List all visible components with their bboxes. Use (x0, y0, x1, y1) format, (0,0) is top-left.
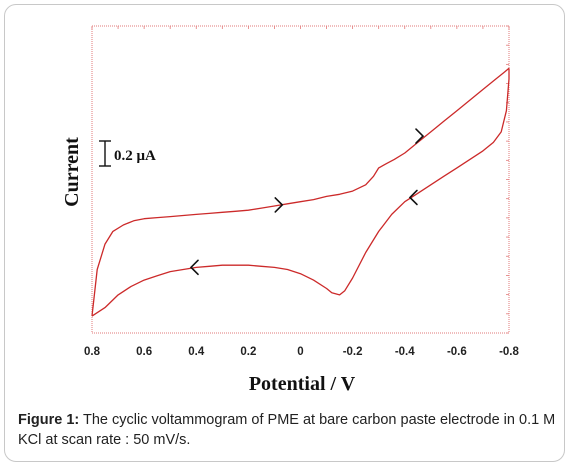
x-tick-label: -0.2 (343, 346, 363, 358)
figure-frame (4, 4, 565, 462)
caption-label: Figure 1: (18, 412, 80, 428)
x-tick-label: -0.8 (499, 346, 519, 358)
direction-arrows (189, 128, 425, 276)
figure-caption: Figure 1: The cyclic voltammogram of PME… (18, 410, 558, 450)
caption-text: The cyclic voltammogram of PME at bare c… (18, 412, 556, 448)
series-group (91, 67, 510, 317)
plot-area-border (91, 25, 510, 334)
x-tick-label: -0.6 (447, 346, 467, 358)
x-tick-label: 0.2 (240, 346, 256, 358)
direction-arrow-left (408, 189, 418, 206)
cathodic-scan-line (91, 68, 510, 317)
x-tick-labels: 0.8 0.6 0.4 0.2 0 -0.2 -0.4 -0.6 -0.8 (84, 346, 520, 358)
y-axis-title: Current (61, 137, 83, 207)
x-tick-label: 0.4 (188, 346, 205, 358)
top-axis-ticks (91, 26, 510, 29)
anodic-scan-line (91, 67, 510, 317)
direction-arrow-left (189, 259, 199, 276)
direction-arrow-right (415, 128, 425, 144)
x-tick-label: 0.8 (84, 346, 101, 358)
x-tick-label: 0.6 (136, 346, 152, 358)
direction-arrow-right (274, 197, 284, 213)
x-tick-label: 0 (297, 346, 303, 358)
scale-bar: 0.2 μA (99, 140, 156, 167)
x-tick-label: -0.4 (395, 346, 415, 358)
x-axis-title: Potential / V (249, 373, 356, 395)
scale-bar-label: 0.2 μA (114, 148, 156, 164)
